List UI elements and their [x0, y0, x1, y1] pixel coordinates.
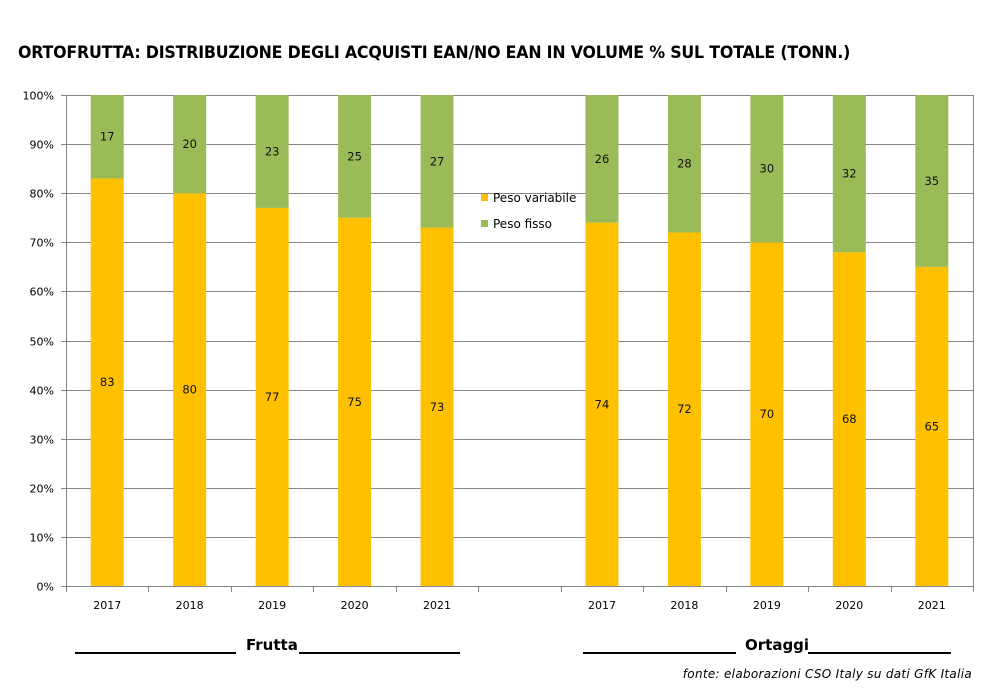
bar-peso-fisso — [338, 95, 372, 218]
group-underline-right — [299, 652, 460, 654]
x-tick-label: 2019 — [258, 599, 286, 612]
data-label: 26 — [595, 152, 610, 166]
data-label: 68 — [842, 412, 857, 426]
data-label: 77 — [265, 390, 280, 404]
data-label: 80 — [182, 383, 197, 397]
y-axis: 0% 10% 20% 30% 40% 50% 60% 70% 80% 90% 100% — [23, 90, 974, 594]
bar-peso-variabile — [667, 232, 701, 587]
y-tick-label: 20% — [30, 483, 54, 496]
y-tick-label: 0% — [37, 581, 54, 594]
bar-peso-fisso — [420, 95, 454, 228]
group-underline-left — [583, 652, 736, 654]
bar-peso-fisso — [750, 95, 784, 243]
bar-peso-variabile — [832, 252, 866, 586]
data-label: 20 — [182, 137, 197, 151]
data-label: 65 — [924, 419, 939, 433]
data-label: 70 — [760, 407, 775, 421]
data-label: 27 — [430, 154, 445, 168]
y-tick-label: 30% — [30, 434, 54, 447]
data-label: 35 — [924, 174, 939, 188]
legend-label: Peso fisso — [493, 217, 552, 231]
data-label: 23 — [265, 144, 280, 158]
bar-peso-variabile — [90, 178, 124, 586]
bar-peso-fisso — [90, 95, 124, 179]
group-label-frutta: Frutta — [246, 636, 298, 654]
bar-peso-variabile — [338, 217, 372, 586]
legend-swatch — [481, 194, 488, 201]
group-label-ortaggi: Ortaggi — [745, 636, 810, 654]
y-tick-label: 100% — [23, 90, 54, 103]
x-tick-label: 2018 — [670, 599, 698, 612]
bar-peso-fisso — [667, 95, 701, 233]
data-label: 75 — [347, 395, 362, 409]
bars — [90, 95, 949, 587]
data-labels: 83 17 80 20 77 23 75 25 73 27 74 26 72 28 70 30 68 32 65 35 — [100, 130, 939, 434]
bar-peso-fisso — [255, 95, 289, 208]
y-tick-label: 70% — [30, 237, 54, 250]
group-underline-left — [75, 652, 236, 654]
data-label: 73 — [430, 400, 445, 414]
y-tick-label: 80% — [30, 188, 54, 201]
y-tick-label: 40% — [30, 385, 54, 398]
bar-peso-variabile — [750, 242, 784, 587]
x-tick-label: 2017 — [93, 599, 121, 612]
source-note: fonte: elaborazioni CSO Italy su dati Gf… — [682, 667, 972, 681]
x-tick-label: 2021 — [423, 599, 451, 612]
data-label: 25 — [347, 149, 362, 163]
bar-peso-variabile — [915, 266, 949, 586]
x-tick-label: 2020 — [341, 599, 369, 612]
data-label: 28 — [677, 157, 692, 171]
bar-peso-fisso — [915, 95, 949, 267]
x-axis: 2017 2018 2019 2020 2021 2017 2018 2019 2020 2021 — [66, 586, 974, 612]
group-underline-right — [808, 652, 951, 654]
bar-peso-fisso — [173, 95, 207, 194]
bar-peso-variabile — [255, 207, 289, 586]
x-tick-label: 2021 — [918, 599, 946, 612]
y-tick-label: 10% — [30, 532, 54, 545]
x-tick-label: 2017 — [588, 599, 616, 612]
data-label: 17 — [100, 130, 115, 144]
y-tick-label: 60% — [30, 286, 54, 299]
data-label: 83 — [100, 375, 115, 389]
bar-peso-variabile — [585, 222, 619, 586]
legend-swatch — [481, 220, 488, 227]
data-label: 32 — [842, 167, 857, 181]
legend: Peso variabile Peso fisso — [481, 191, 576, 231]
data-label: 72 — [677, 402, 692, 416]
legend-label: Peso variabile — [493, 191, 576, 205]
data-label: 30 — [760, 162, 775, 176]
bar-peso-fisso — [585, 95, 619, 223]
bar-peso-variabile — [420, 227, 454, 586]
x-tick-label: 2018 — [176, 599, 204, 612]
y-tick-label: 90% — [30, 139, 54, 152]
data-label: 74 — [595, 397, 610, 411]
bar-peso-variabile — [173, 193, 207, 586]
chart-title: ORTOFRUTTA: DISTRIBUZIONE DEGLI ACQUISTI… — [18, 43, 851, 63]
x-tick-label: 2019 — [753, 599, 781, 612]
y-tick-label: 50% — [30, 336, 54, 349]
x-tick-label: 2020 — [835, 599, 863, 612]
bar-peso-fisso — [832, 95, 866, 253]
